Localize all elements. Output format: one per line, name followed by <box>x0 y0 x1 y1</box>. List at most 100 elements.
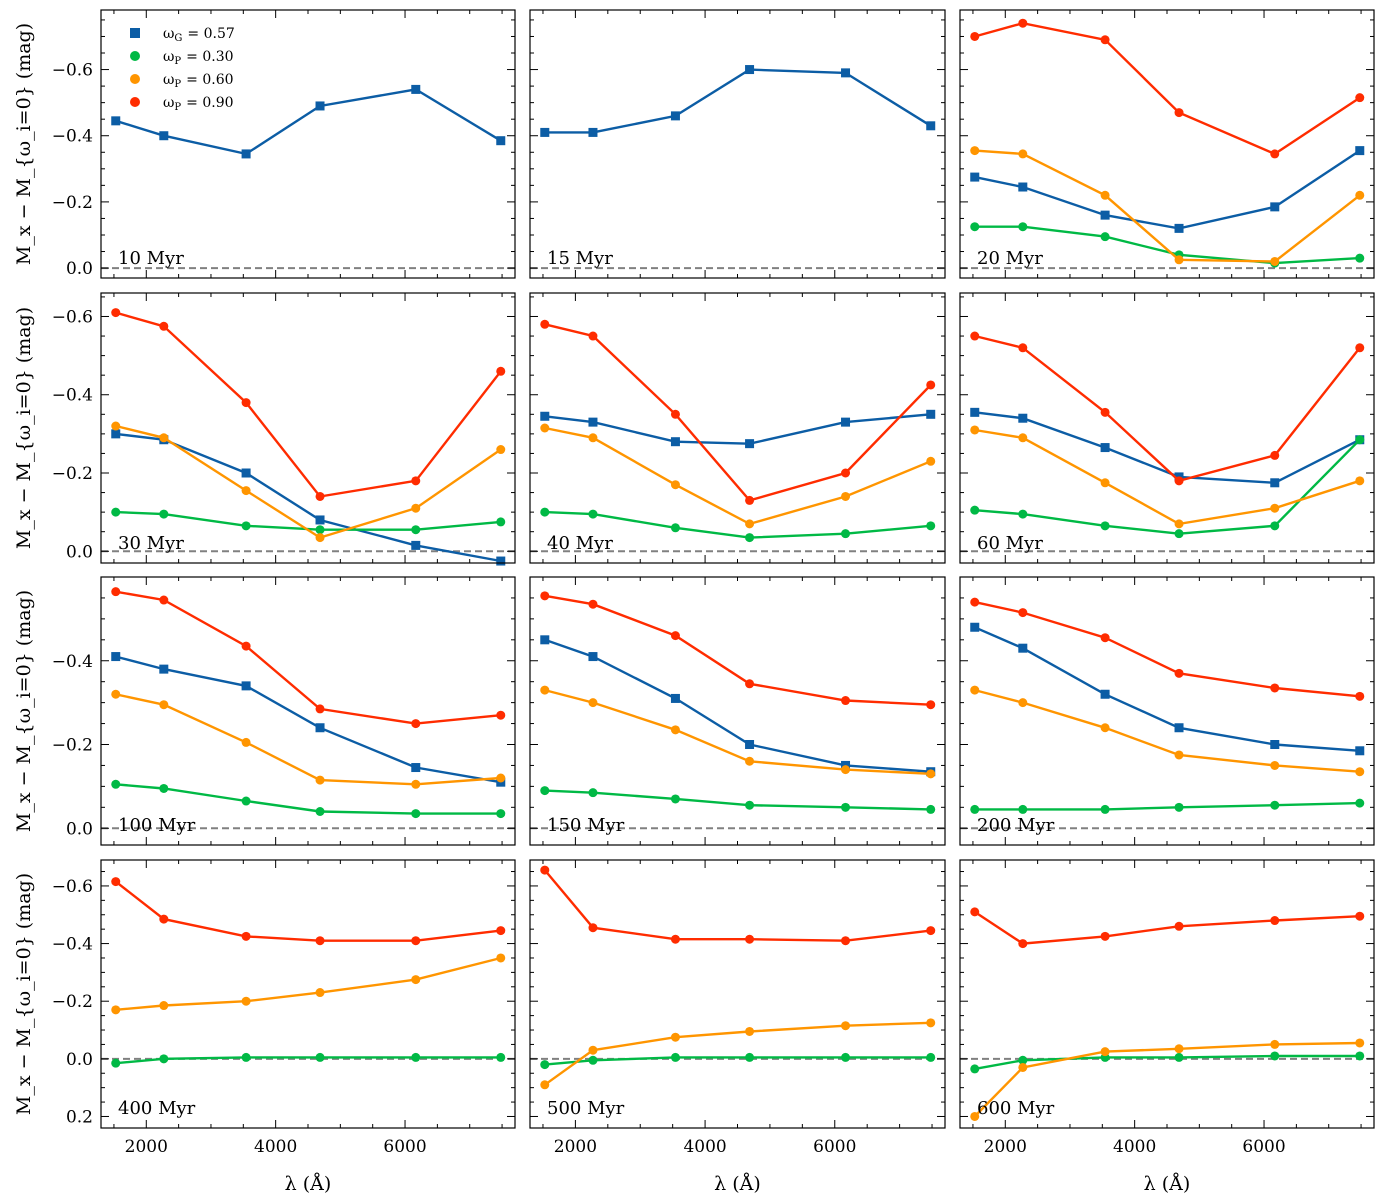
data-point <box>1100 210 1110 220</box>
data-point <box>1018 149 1028 159</box>
panel-label: 600 Myr <box>977 1098 1055 1119</box>
data-point <box>841 468 851 478</box>
data-point <box>496 926 506 936</box>
y-tick-label: 0.0 <box>66 542 93 562</box>
panel-150-myr: 150 Myr <box>529 576 946 846</box>
series-line <box>974 910 1360 945</box>
series-P90 <box>111 587 506 729</box>
x-tick-label: 2000 <box>984 1137 1027 1157</box>
x-tick-label: 4000 <box>254 1137 297 1157</box>
data-point <box>241 468 251 478</box>
data-point <box>540 635 550 645</box>
x-tick-label: 2000 <box>125 1137 168 1157</box>
data-point <box>315 775 325 785</box>
series-G57 <box>970 622 1365 756</box>
data-point <box>970 31 980 41</box>
data-point <box>970 505 980 515</box>
axes-frame <box>100 9 516 279</box>
panel-600-myr: 2000 4000 6000 λ (Å) 600 Myr <box>959 859 1375 1195</box>
data-point <box>588 433 598 443</box>
data-point <box>241 1052 251 1062</box>
series-P60 <box>111 953 506 1015</box>
data-point <box>588 923 598 933</box>
data-point <box>1355 190 1365 200</box>
data-point <box>1355 767 1365 777</box>
data-point <box>1100 804 1110 814</box>
series-P30 <box>970 1051 1365 1074</box>
series-line <box>544 638 931 773</box>
data-point <box>926 1018 936 1028</box>
data-point <box>670 523 680 533</box>
x-tick-label: 6000 <box>813 1137 856 1157</box>
legend: ωG = 0.57 ωP = 0.30 ωP = 0.60 ωP = 0.90 <box>130 26 235 113</box>
data-point <box>411 936 421 946</box>
data-point <box>745 1026 755 1036</box>
series-P60 <box>970 685 1365 777</box>
y-tick-label: −0.2 <box>52 193 93 213</box>
data-point <box>670 693 680 703</box>
data-point <box>496 556 506 566</box>
data-point <box>315 515 325 525</box>
series-line <box>115 311 502 498</box>
data-point <box>241 931 251 941</box>
series-line <box>115 432 502 563</box>
series-line <box>544 510 931 539</box>
x-axis-title: λ (Å) <box>714 1173 761 1195</box>
series-line <box>544 594 931 706</box>
series-line <box>974 626 1360 752</box>
data-point <box>111 429 121 439</box>
data-point <box>540 1080 550 1090</box>
legend-marker <box>130 74 140 84</box>
data-point <box>1100 232 1110 242</box>
data-point <box>241 521 251 531</box>
panel-15-myr: 15 Myr <box>529 9 946 279</box>
data-point <box>970 425 980 435</box>
series-line <box>544 323 932 502</box>
data-point <box>540 786 550 796</box>
data-point <box>496 1052 506 1062</box>
series-P60 <box>111 689 506 789</box>
data-point <box>970 146 980 156</box>
axes-frame <box>100 859 516 1129</box>
data-point <box>1018 18 1028 28</box>
data-point <box>496 809 506 819</box>
data-point <box>1174 519 1184 529</box>
axes-frame <box>529 859 946 1129</box>
data-point <box>315 988 325 998</box>
axes-frame <box>959 576 1375 846</box>
series-P30 <box>111 507 506 535</box>
data-point <box>841 491 851 501</box>
data-point <box>315 723 325 733</box>
panel-label: 10 Myr <box>118 248 184 269</box>
data-point <box>159 433 169 443</box>
data-point <box>1270 760 1280 770</box>
series-P30 <box>111 779 506 819</box>
data-point <box>411 1052 421 1062</box>
y-tick-label: 0.0 <box>66 259 93 279</box>
data-point <box>588 509 598 519</box>
data-point <box>1018 222 1028 232</box>
x-tick-label: 2000 <box>554 1137 597 1157</box>
panel-label: 60 Myr <box>977 533 1043 554</box>
data-point <box>1270 1051 1280 1061</box>
data-point <box>745 800 755 810</box>
data-point <box>540 685 550 695</box>
legend-label: ωP = 0.90 <box>163 95 234 113</box>
panel-10-myr: 0.0 −0.2 −0.4 −0.6 M_x − M_{ω_i=0} (mag) 10 M… <box>13 9 516 279</box>
x-tick-label: 6000 <box>383 1137 426 1157</box>
series-P30 <box>540 786 936 814</box>
series-line <box>974 1054 1360 1071</box>
series-line <box>973 1041 1360 1118</box>
data-point <box>1174 921 1184 931</box>
data-point <box>496 517 506 527</box>
series-P90 <box>540 591 936 710</box>
data-point <box>159 700 169 710</box>
data-point <box>1018 433 1028 443</box>
data-point <box>1270 916 1280 926</box>
data-point <box>1174 108 1184 118</box>
data-point <box>1100 1047 1110 1057</box>
panel-200-myr: 200 Myr <box>959 576 1375 846</box>
axes-frame <box>100 292 516 564</box>
data-point <box>411 809 421 819</box>
series-P30 <box>540 507 936 543</box>
